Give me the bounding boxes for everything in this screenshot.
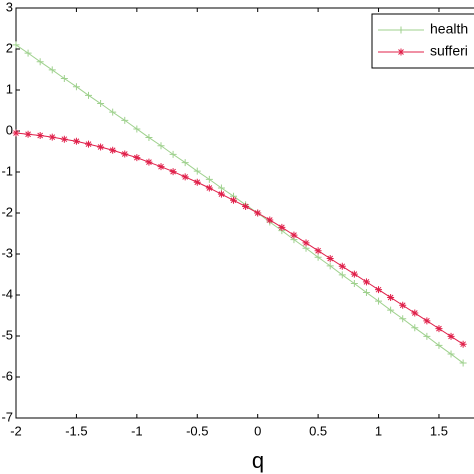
marker [60,75,68,83]
marker [133,125,141,133]
marker [85,140,93,148]
x-tick-label: -1 [131,423,143,438]
marker [48,66,56,74]
x-tick-label: 0 [254,423,261,438]
y-tick-label: 0 [6,122,13,137]
marker [338,271,346,279]
marker [193,167,201,175]
marker [24,49,32,57]
marker [387,293,395,301]
legend-label: sufferi [430,43,468,59]
marker [326,255,334,263]
marker [181,173,189,181]
marker [302,239,310,247]
marker [169,150,177,158]
marker [169,168,177,176]
marker [399,301,407,309]
marker [387,306,395,314]
marker [97,143,105,151]
marker [24,130,32,138]
marker [36,58,44,66]
marker [375,286,383,294]
marker [12,41,20,49]
x-tick-label: 1 [375,423,382,438]
marker [205,175,213,183]
marker [362,278,370,286]
y-tick-label: 1 [6,81,13,96]
marker [423,332,431,340]
marker [109,108,117,116]
marker [85,91,93,99]
marker [375,297,383,305]
marker [338,262,346,270]
marker [157,142,165,150]
marker [157,163,165,171]
x-axis-label: q [252,448,264,473]
marker [459,340,467,348]
marker [411,324,419,332]
y-tick-label: -3 [1,245,13,260]
marker [193,178,201,186]
marker [145,134,153,142]
series-line [15,44,464,364]
marker [254,209,262,217]
marker [217,190,225,198]
legend-label: health [430,21,468,37]
x-tick-label: -1.5 [65,423,87,438]
marker [314,247,322,255]
marker [266,216,274,224]
marker [447,350,455,358]
marker [278,223,286,231]
y-tick-label: -4 [1,286,13,301]
marker [217,184,225,192]
marker [399,315,407,323]
plot-area [15,7,474,419]
y-tick-label: -6 [1,368,13,383]
marker [459,359,467,367]
marker [205,184,213,192]
marker [423,317,431,325]
x-tick-label: 1.5 [430,423,448,438]
marker [397,26,405,34]
y-tick-label: -1 [1,163,13,178]
marker [435,325,443,333]
marker [326,262,334,270]
y-tick-label: 3 [6,0,13,14]
marker [411,309,419,317]
marker [350,270,358,278]
y-tick-label: -7 [1,409,13,424]
x-tick-label: -0.5 [186,423,208,438]
marker [290,231,298,239]
marker [435,341,443,349]
marker [314,253,322,261]
x-tick-label: 0.5 [309,423,327,438]
x-tick-label: -2 [10,423,22,438]
marker [72,137,80,145]
marker [97,100,105,108]
marker [230,196,238,204]
marker [48,133,56,141]
y-tick-label: -5 [1,327,13,342]
y-tick-label: 2 [6,40,13,55]
marker [109,146,117,154]
marker [362,289,370,297]
marker [72,83,80,91]
y-tick-label: -2 [1,204,13,219]
marker [242,202,250,210]
marker [397,48,405,56]
marker [133,154,141,162]
marker [121,116,129,124]
legend-box [371,13,474,69]
marker [36,132,44,140]
marker [181,159,189,167]
marker [60,135,68,143]
marker [350,280,358,288]
marker [12,129,20,137]
marker [145,158,153,166]
marker [447,332,455,340]
marker [121,150,129,158]
